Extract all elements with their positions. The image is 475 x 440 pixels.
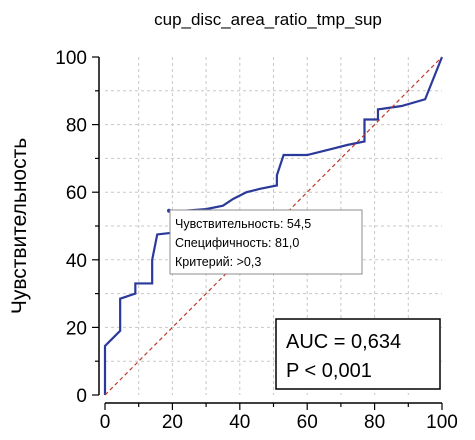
y-tick-label: 0 bbox=[76, 386, 87, 407]
y-tick-label: 60 bbox=[66, 183, 87, 204]
y-axis-label: Чувствительность bbox=[8, 138, 31, 314]
auc-value: AUC = 0,634 bbox=[286, 331, 401, 353]
tooltip-box: Чувствительность: 54,5 Специфичность: 81… bbox=[169, 209, 363, 275]
axes bbox=[92, 56, 443, 410]
auc-box: AUC = 0,634 P < 0,001 bbox=[275, 318, 441, 390]
x-tick-label: 0 bbox=[100, 412, 111, 433]
chart-title: cup_disc_area_ratio_tmp_sup bbox=[154, 10, 382, 29]
auc-box-border bbox=[275, 318, 441, 390]
tooltip-line-specificity: Специфичность: 81,0 bbox=[175, 236, 299, 250]
y-tick-label: 20 bbox=[66, 318, 87, 339]
x-tick-label: 100 bbox=[426, 412, 458, 433]
p-value: P < 0,001 bbox=[286, 360, 372, 382]
x-tick-label: 80 bbox=[364, 412, 385, 433]
tooltip-line-sensitivity: Чувствительность: 54,5 bbox=[175, 217, 311, 231]
x-tick-label: 40 bbox=[229, 412, 250, 433]
y-tick-label: 100 bbox=[55, 48, 87, 69]
y-tick-label: 40 bbox=[66, 251, 87, 272]
roc-curve-line bbox=[103, 56, 444, 395]
x-tick-label: 60 bbox=[297, 412, 318, 433]
x-tick-label: 20 bbox=[162, 412, 183, 433]
tooltip-line-criterion: Критерий: >0,3 bbox=[175, 255, 261, 269]
tick-labels: 00 20 20 40 40 60 60 80 80 100 100 bbox=[55, 48, 458, 433]
y-tick-label: 80 bbox=[66, 116, 87, 137]
tooltip-background bbox=[169, 209, 363, 275]
